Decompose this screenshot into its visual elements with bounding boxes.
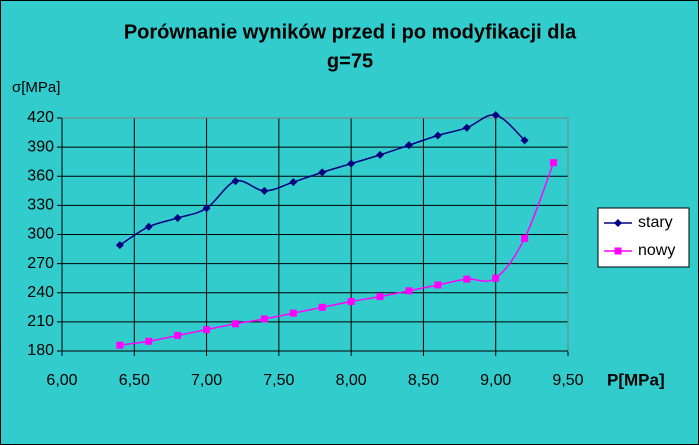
marker — [202, 204, 211, 213]
marker — [376, 293, 384, 301]
y-tick-label: 180 — [27, 342, 54, 359]
chart-subtitle: g=75 — [327, 50, 373, 72]
series-line — [119, 162, 555, 346]
marker — [550, 159, 558, 167]
marker — [116, 341, 124, 349]
y-axis-label: σ[MPa] — [12, 79, 60, 96]
chart-title: Porównanie wyników przed i po modyfikacj… — [124, 21, 577, 43]
y-tick-label: 210 — [27, 313, 54, 330]
x-tick-label: 6,00 — [46, 372, 77, 389]
marker — [231, 320, 239, 328]
marker — [115, 241, 124, 250]
marker — [231, 177, 240, 186]
x-tick-label: 7,50 — [263, 372, 294, 389]
marker — [260, 186, 269, 195]
marker — [174, 331, 182, 339]
marker — [520, 136, 529, 145]
marker — [173, 213, 182, 222]
marker — [289, 309, 297, 317]
marker — [433, 131, 442, 140]
marker — [376, 150, 385, 159]
marker — [492, 274, 500, 282]
legend-box — [597, 207, 690, 268]
marker — [462, 123, 471, 132]
x-tick-label: 6,50 — [119, 372, 150, 389]
x-axis-label: P[MPa] — [607, 370, 665, 389]
y-tick-label: 240 — [27, 284, 54, 301]
marker — [260, 315, 268, 323]
marker — [463, 275, 471, 283]
legend-label: stary — [638, 214, 673, 231]
marker — [289, 178, 298, 187]
y-tick-label: 360 — [27, 167, 54, 184]
marker — [203, 326, 211, 334]
marker — [318, 168, 327, 177]
x-tick-label: 9,00 — [480, 372, 511, 389]
x-tick-label: 9,50 — [552, 372, 583, 389]
marker — [145, 337, 153, 345]
legend-label: nowy — [638, 242, 675, 259]
x-tick-label: 8,50 — [408, 372, 439, 389]
y-tick-label: 390 — [27, 138, 54, 155]
x-tick-label: 7,00 — [191, 372, 222, 389]
marker — [347, 297, 355, 305]
marker — [144, 222, 153, 231]
x-tick-label: 8,00 — [336, 372, 367, 389]
marker — [491, 111, 500, 120]
marker — [614, 219, 622, 227]
marker — [318, 303, 326, 311]
marker — [405, 287, 413, 295]
marker — [347, 159, 356, 168]
marker — [614, 247, 622, 255]
marker — [521, 234, 529, 242]
y-tick-label: 300 — [27, 226, 54, 243]
y-tick-label: 420 — [27, 109, 54, 126]
y-tick-label: 330 — [27, 197, 54, 214]
y-tick-label: 270 — [27, 255, 54, 272]
marker — [434, 281, 442, 289]
marker — [404, 141, 413, 150]
